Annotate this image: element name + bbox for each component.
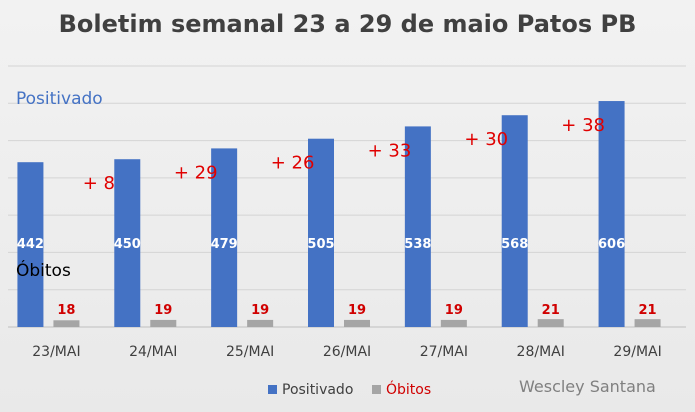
x-tick-label: 29/MAI	[613, 344, 661, 360]
bar-positivado	[17, 162, 44, 327]
legend-label-obitos: Óbitos	[386, 380, 431, 398]
data-label-positivado: 450	[114, 237, 141, 252]
data-label-obitos: 18	[57, 303, 75, 318]
data-label-positivado: 479	[211, 237, 238, 252]
increment-label: + 8	[83, 173, 115, 194]
data-label-positivado: 505	[307, 237, 334, 252]
bar-obitos	[150, 319, 177, 327]
increment-label: + 30	[464, 129, 508, 150]
author-credit: Wescley Santana	[519, 377, 656, 396]
increment-label: + 26	[271, 153, 315, 174]
data-label-obitos: 19	[348, 303, 366, 318]
data-label-obitos: 19	[251, 303, 269, 318]
data-label-positivado: 538	[404, 237, 431, 252]
bar-obitos	[344, 319, 370, 327]
bar-obitos	[537, 319, 564, 327]
x-tick-label: 27/MAI	[420, 344, 468, 360]
bar-obitos	[53, 320, 80, 327]
data-label-positivado: 606	[598, 237, 625, 252]
bar-positivado	[598, 101, 625, 327]
bar-positivado	[114, 159, 141, 327]
x-axis-ticks: 23/MAI 24/MAI 25/MAI 26/MAI 27/MAI 28/MAI 29/M…	[32, 344, 661, 360]
bar-positivado	[501, 115, 528, 328]
increment-label: + 29	[174, 162, 218, 183]
bar-obitos	[440, 319, 467, 327]
positivado-series-label: Positivado	[16, 89, 103, 109]
x-tick-label: 25/MAI	[226, 344, 274, 360]
legend-label-positivado: Positivado	[282, 382, 353, 398]
bar-obitos	[634, 319, 661, 327]
x-tick-label: 24/MAI	[129, 344, 177, 360]
chart-title: Boletim semanal 23 a 29 de maio Patos PB	[58, 10, 637, 38]
data-label-obitos: 21	[542, 303, 560, 318]
bar-positivado	[211, 148, 238, 327]
legend-swatch-positivado	[268, 385, 277, 394]
increment-label: + 38	[561, 115, 605, 136]
data-label-obitos: 19	[445, 303, 463, 318]
x-tick-label: 23/MAI	[32, 344, 80, 360]
x-tick-label: 26/MAI	[323, 344, 371, 360]
bar-positivado	[308, 138, 334, 327]
legend-swatch-obitos	[372, 385, 381, 394]
increment-label: + 33	[368, 140, 412, 161]
data-label-obitos: 19	[154, 303, 172, 318]
data-label-positivado: 568	[501, 237, 528, 252]
data-label-positivado: 442	[17, 237, 44, 252]
obitos-series-label: Óbitos	[16, 259, 71, 281]
gridlines	[8, 65, 686, 328]
bar-obitos	[247, 319, 274, 327]
bar-positivado	[404, 126, 431, 327]
data-labels: 442 18 450 19 479 19 505 19 538 19 568 21 606 21 + 8 + …	[17, 115, 657, 318]
data-label-obitos: 21	[639, 303, 657, 318]
legend: Positivado Óbitos	[268, 380, 431, 398]
x-tick-label: 28/MAI	[517, 344, 565, 360]
bars	[17, 101, 661, 328]
